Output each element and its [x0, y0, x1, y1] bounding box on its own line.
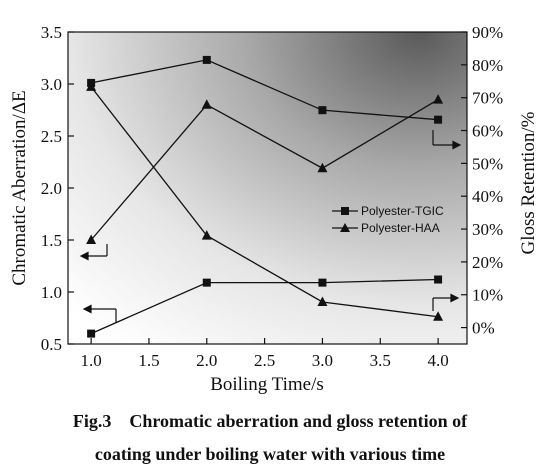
bottom-tick-label: 2.5 [254, 351, 275, 370]
right-tick-label: 40% [472, 187, 503, 206]
bottom-tick-label: 2.0 [196, 351, 217, 370]
left-tick-label: 2.0 [41, 179, 62, 198]
left-axis-ticks: 0.5 1.0 1.5 2.0 2.5 3.0 3.5 [41, 23, 74, 354]
data-point-square [318, 278, 327, 287]
right-tick-label: 30% [472, 220, 503, 239]
data-point-square [202, 55, 211, 64]
data-point-triangle [433, 94, 444, 104]
right-tick-label: 90% [472, 23, 503, 42]
data-point-triangle [201, 230, 212, 240]
data-point-triangle [86, 234, 97, 244]
right-tick-label: 20% [472, 253, 503, 272]
plot-area [67, 31, 468, 345]
right-axis-title: Gloss Retention/% [518, 111, 539, 254]
series-line-triangle-right [90, 86, 439, 318]
figure-caption-line1: Fig.3 Chromatic aberration and gloss ret… [73, 411, 468, 431]
bottom-tick-label: 1.5 [138, 351, 159, 370]
data-point-square [87, 329, 96, 338]
right-tick-label: 80% [472, 56, 503, 75]
x-axis-title: Boiling Time/s [210, 374, 324, 395]
left-tick-label: 3.0 [41, 75, 62, 94]
legend: Polyester-TGIC Polyester-HAA [332, 204, 444, 235]
data-point-triangle [201, 99, 212, 109]
arrow-left-haa [79, 244, 108, 261]
legend-entry-tgic: Polyester-TGIC [332, 204, 444, 218]
series-line-square-right [91, 59, 439, 121]
legend-label-tgic: Polyester-TGIC [361, 204, 444, 218]
legend-marker-square [341, 207, 349, 215]
right-tick-label: 0% [472, 319, 495, 338]
bottom-tick-label: 4.0 [427, 351, 448, 370]
series-line-square-left [90, 278, 439, 335]
left-tick-label: 0.5 [41, 335, 62, 354]
right-axis-ticks: 0% 10% 20% 30% 40% 50% 60% 70% 80% 90% [461, 23, 503, 338]
bottom-axis-ticks: 1.0 1.5 2.0 2.5 3.0 3.5 4.0 [81, 338, 449, 370]
right-tick-label: 70% [472, 89, 503, 108]
left-tick-label: 1.0 [41, 283, 62, 302]
bottom-tick-label: 1.0 [81, 351, 102, 370]
bottom-tick-label: 3.5 [370, 351, 391, 370]
right-tick-label: 50% [472, 154, 503, 173]
bottom-tick-label: 3.0 [312, 351, 333, 370]
series-markers [86, 55, 444, 338]
data-point-square [318, 106, 327, 115]
data-point-triangle [86, 81, 97, 91]
legend-label-haa: Polyester-HAA [361, 221, 440, 235]
left-tick-label: 3.5 [41, 23, 62, 42]
right-tick-label: 60% [472, 122, 503, 141]
left-tick-label: 2.5 [41, 127, 62, 146]
figure-caption-line2: coating under boiling water with various… [95, 444, 445, 464]
data-point-square [434, 115, 443, 124]
series-line-triangle-left [90, 99, 439, 241]
arrow-right-haa [432, 293, 460, 311]
data-point-triangle [317, 296, 328, 306]
left-axis-title: Chromatic Aberration/ΔE [9, 90, 30, 285]
data-point-triangle [433, 311, 444, 321]
arrow-left-tgic [82, 304, 117, 323]
data-point-square [202, 278, 211, 287]
arrow-right-tgic [432, 130, 462, 150]
legend-marker-triangle [340, 223, 350, 232]
series-lines [90, 59, 439, 335]
right-tick-label: 10% [472, 286, 503, 305]
legend-entry-haa: Polyester-HAA [332, 221, 440, 235]
axis-indicator-arrows [79, 130, 462, 323]
left-tick-label: 1.5 [41, 231, 62, 250]
data-point-square [434, 275, 443, 284]
data-point-triangle [317, 162, 328, 173]
